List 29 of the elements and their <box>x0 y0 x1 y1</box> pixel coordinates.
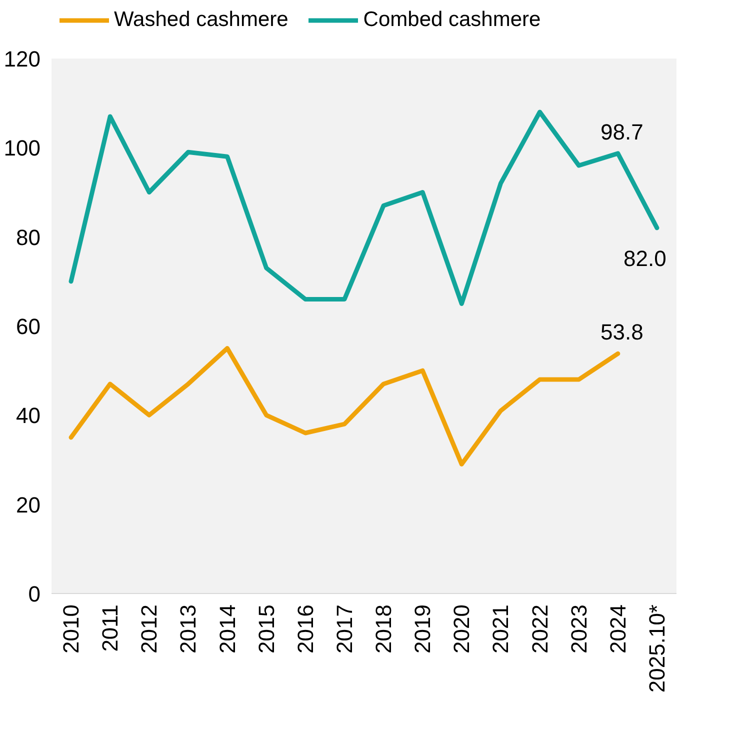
data-label: 98.7 <box>600 119 644 144</box>
y-tick-label: 0 <box>28 582 41 606</box>
y-tick-label: 120 <box>4 46 41 72</box>
x-tick-label: 2014 <box>214 604 240 654</box>
x-tick-label: 2011 <box>98 604 123 652</box>
x-tick-label: 2022 <box>527 604 552 654</box>
data-label: 53.8 <box>600 320 644 345</box>
data-label: 82.0 <box>624 246 666 271</box>
x-tick-label: 2019 <box>410 604 436 654</box>
x-tick-label: 2024 <box>605 604 630 654</box>
x-tick-label: 2023 <box>566 604 592 654</box>
y-tick-label: 40 <box>16 403 41 428</box>
y-tick-label: 100 <box>4 136 41 161</box>
y-tick-label: 60 <box>16 314 41 339</box>
x-tick-label: 2021 <box>488 604 514 654</box>
x-tick-label: 2018 <box>371 604 396 654</box>
x-tick-label: 2020 <box>449 604 474 654</box>
x-tick-label: 2010 <box>58 604 84 654</box>
legend-label: Washed cashmere <box>114 8 288 32</box>
x-tick-label: 2016 <box>292 604 318 654</box>
x-tick-label: 2017 <box>332 604 357 654</box>
x-tick-label: 2013 <box>176 604 201 654</box>
y-tick-label: 80 <box>16 224 41 250</box>
x-tick-label: 2012 <box>136 604 162 654</box>
legend-label: Combed cashmere <box>363 8 541 32</box>
line-series <box>68 346 620 466</box>
x-tick-label: 2025.10* <box>644 604 670 693</box>
x-tick-label: 2015 <box>254 604 279 654</box>
y-tick-label: 20 <box>16 492 41 518</box>
